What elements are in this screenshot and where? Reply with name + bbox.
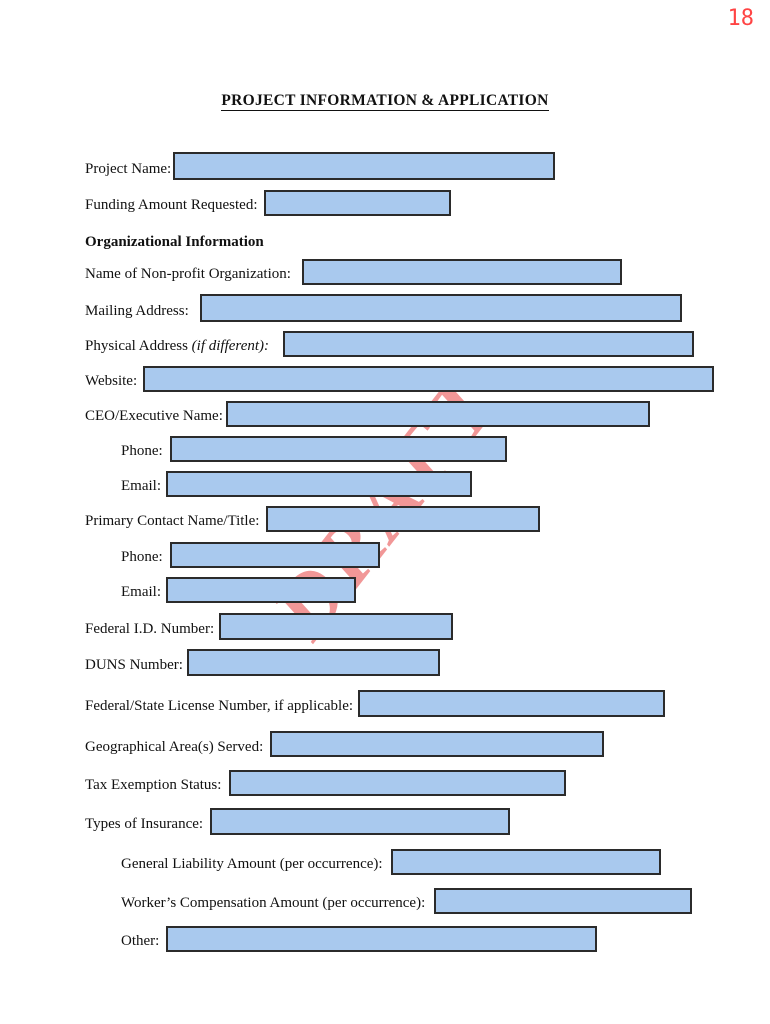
field-label-general-liability: General Liability Amount (per occurrence… (121, 856, 383, 872)
insurance-types-field[interactable] (210, 808, 510, 835)
field-label-federal-id: Federal I.D. Number: (85, 621, 215, 637)
section-header-organizational-information: Organizational Information (85, 234, 264, 250)
field-label-website: Website: (85, 373, 138, 389)
field-label-ceo-name: CEO/Executive Name: (85, 408, 223, 424)
geographical-area-field[interactable] (270, 731, 604, 757)
field-label-funding-amount: Funding Amount Requested: (85, 197, 258, 213)
field-label-other: Other: (121, 933, 160, 949)
general-liability-field[interactable] (391, 849, 661, 875)
primary-phone-field[interactable] (170, 542, 380, 568)
field-label-primary-contact: Primary Contact Name/Title: (85, 513, 260, 529)
duns-number-field[interactable] (187, 649, 440, 676)
funding-amount-field[interactable] (264, 190, 451, 216)
field-label-license-number: Federal/State License Number, if applica… (85, 698, 354, 714)
license-number-field[interactable] (358, 690, 665, 717)
page-number: 18 (727, 6, 755, 31)
ceo-email-field[interactable] (166, 471, 472, 497)
ceo-phone-field[interactable] (170, 436, 507, 462)
field-label-mailing-address: Mailing Address: (85, 303, 189, 319)
field-label-primary-phone: Phone: (121, 549, 163, 565)
page-title: PROJECT INFORMATION & APPLICATION (221, 92, 549, 111)
field-label-geographical-area: Geographical Area(s) Served: (85, 739, 264, 755)
field-label-ceo-phone: Phone: (121, 443, 163, 459)
primary-email-field[interactable] (166, 577, 356, 603)
field-label-physical-address: Physical Address (if different): (85, 338, 270, 354)
mailing-address-field[interactable] (200, 294, 682, 322)
field-label-ceo-email: Email: (121, 478, 161, 494)
physical-address-field[interactable] (283, 331, 694, 357)
nonprofit-name-field[interactable] (302, 259, 622, 285)
field-label-nonprofit-name: Name of Non-profit Organization: (85, 266, 291, 282)
field-label-workers-comp: Worker’s Compensation Amount (per occurr… (121, 895, 426, 911)
federal-id-field[interactable] (219, 613, 453, 640)
primary-contact-field[interactable] (266, 506, 540, 532)
other-insurance-field[interactable] (166, 926, 597, 952)
website-field[interactable] (143, 366, 714, 392)
tax-exemption-field[interactable] (229, 770, 566, 796)
workers-comp-field[interactable] (434, 888, 692, 914)
field-label-insurance-types: Types of Insurance: (85, 816, 204, 832)
field-label-project-name: Project Name: (85, 161, 172, 177)
ceo-name-field[interactable] (226, 401, 650, 427)
field-label-duns-number: DUNS Number: (85, 657, 183, 673)
draft-watermark: DRAFT (252, 354, 518, 656)
project-name-field[interactable] (173, 152, 555, 180)
field-label-tax-exemption: Tax Exemption Status: (85, 777, 222, 793)
field-label-primary-email: Email: (121, 584, 161, 600)
